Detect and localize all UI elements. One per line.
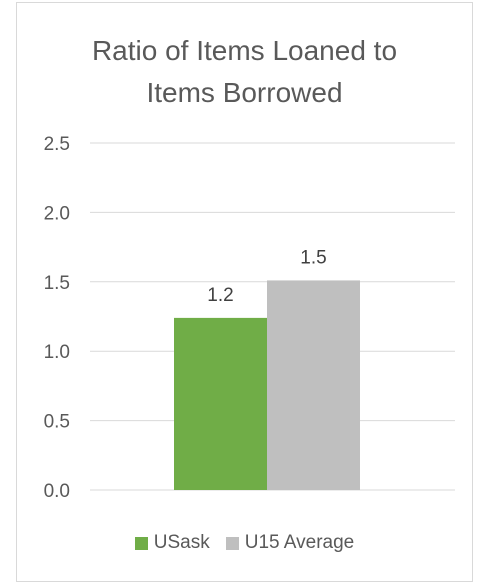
data-label: 1.5: [300, 247, 326, 268]
chart-legend: USask U15 Average: [16, 532, 473, 554]
chart-title-line-2: Items Borrowed: [146, 77, 343, 108]
legend-swatch-usask: [134, 536, 148, 550]
y-tick-label: 2.5: [44, 134, 70, 155]
bar-u15-average: [267, 280, 360, 490]
y-tick-label: 0.5: [44, 412, 70, 433]
bar-usask: [174, 317, 267, 490]
chart-title-line-1: Ratio of Items Loaned to: [91, 35, 398, 66]
y-tick-label: 2.0: [44, 203, 70, 224]
y-tick-label: 1.0: [44, 342, 70, 363]
chart-title: Ratio of Items Loaned to Items Borrowed: [16, 30, 473, 114]
y-tick-label: 0.0: [44, 481, 70, 502]
legend-label-u15-average: U15 Average: [244, 532, 355, 553]
legend-item-usask: USask: [134, 532, 210, 554]
legend-label-usask: USask: [153, 532, 210, 553]
legend-item-u15-average: U15 Average: [225, 532, 355, 554]
data-label: 1.2: [207, 285, 233, 306]
y-tick-label: 1.5: [44, 273, 70, 294]
legend-swatch-u15-average: [225, 536, 239, 550]
